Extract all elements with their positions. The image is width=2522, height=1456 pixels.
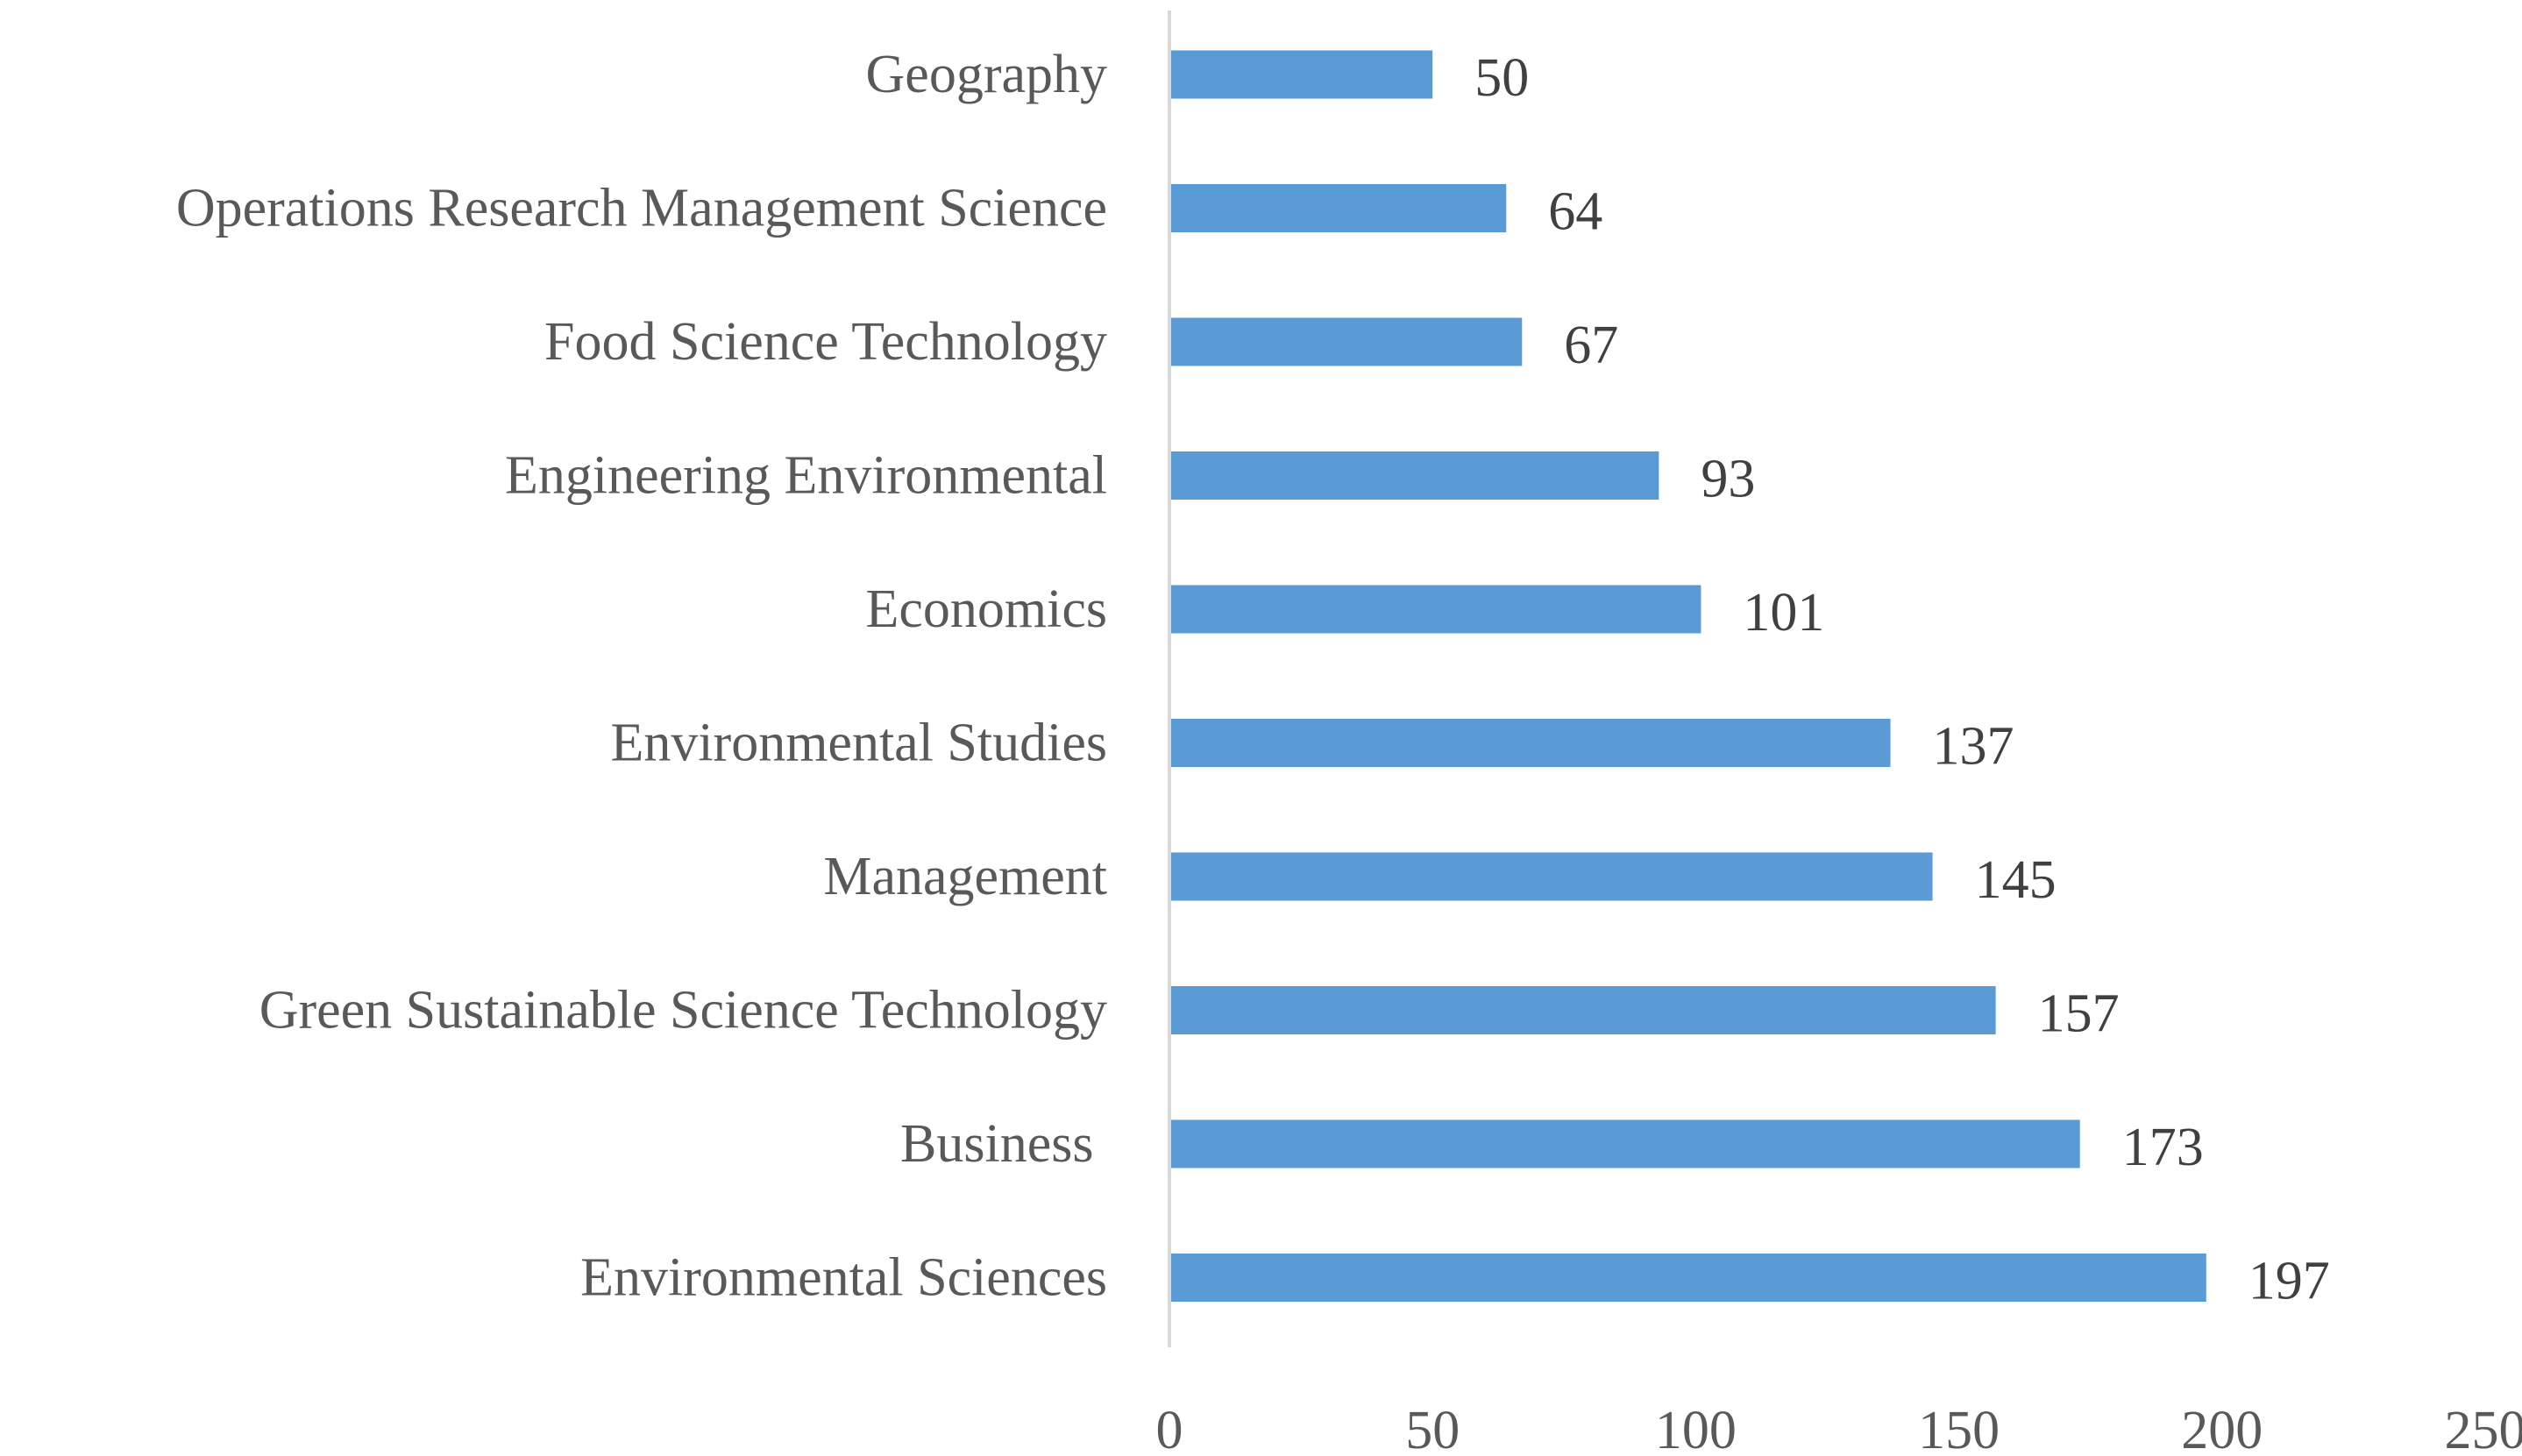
bar bbox=[1169, 1119, 2080, 1168]
data-label: 137 bbox=[1933, 717, 2014, 777]
bar bbox=[1169, 451, 1659, 500]
category-label: Green Sustainable Science Technology bbox=[259, 981, 1107, 1041]
bar bbox=[1169, 585, 1701, 634]
x-axis-tick-labels-group: 0 50 100 150 200 250 bbox=[1156, 1401, 2522, 1456]
category-label: Economics bbox=[866, 579, 1108, 639]
bars-group bbox=[1169, 50, 2206, 1302]
category-label: Engineering Environmental bbox=[505, 446, 1107, 506]
data-label: 145 bbox=[1975, 850, 2057, 910]
bar bbox=[1169, 1254, 2206, 1302]
x-tick-label: 0 bbox=[1156, 1401, 1183, 1456]
data-label: 64 bbox=[1548, 182, 1602, 242]
category-label: Food Science Technology bbox=[544, 312, 1107, 372]
data-label: 197 bbox=[2248, 1252, 2330, 1311]
x-tick-label: 100 bbox=[1655, 1401, 1737, 1456]
bar bbox=[1169, 184, 1507, 232]
x-tick-label: 250 bbox=[2445, 1401, 2522, 1456]
x-tick-label: 50 bbox=[1405, 1401, 1460, 1456]
category-label: Business bbox=[900, 1114, 1107, 1174]
category-label: Management bbox=[823, 847, 1107, 906]
category-label: Environmental Sciences bbox=[580, 1248, 1107, 1308]
data-label: 101 bbox=[1743, 583, 1824, 643]
bar bbox=[1169, 317, 1523, 366]
bar bbox=[1169, 986, 1996, 1034]
data-label: 157 bbox=[2038, 984, 2120, 1044]
data-label: 50 bbox=[1474, 48, 1529, 108]
data-label: 173 bbox=[2122, 1118, 2204, 1177]
data-label: 67 bbox=[1564, 316, 1618, 375]
x-tick-label: 200 bbox=[2181, 1401, 2263, 1456]
category-label: Environmental Studies bbox=[610, 714, 1107, 773]
category-labels-group: Geography Operations Research Management … bbox=[176, 45, 1107, 1308]
bar bbox=[1169, 852, 1933, 901]
bar bbox=[1169, 50, 1433, 99]
data-label: 93 bbox=[1701, 450, 1755, 509]
bar bbox=[1169, 719, 1891, 767]
category-label: Geography bbox=[866, 45, 1107, 104]
data-labels-group: 50 64 67 93 101 137 145 157 173 197 bbox=[1474, 48, 2330, 1311]
x-tick-label: 150 bbox=[1918, 1401, 2000, 1456]
category-label: Operations Research Management Science bbox=[176, 179, 1107, 238]
